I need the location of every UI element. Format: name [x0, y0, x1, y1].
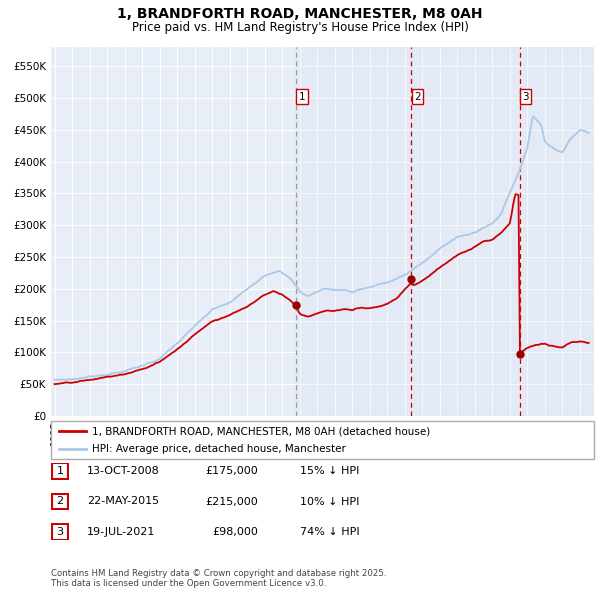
FancyBboxPatch shape: [52, 493, 68, 509]
FancyBboxPatch shape: [52, 524, 68, 539]
Text: 1, BRANDFORTH ROAD, MANCHESTER, M8 0AH (detached house): 1, BRANDFORTH ROAD, MANCHESTER, M8 0AH (…: [92, 427, 430, 437]
Text: £98,000: £98,000: [212, 527, 258, 536]
FancyBboxPatch shape: [52, 464, 68, 479]
Text: 3: 3: [56, 527, 64, 536]
Text: HPI: Average price, detached house, Manchester: HPI: Average price, detached house, Manc…: [92, 444, 346, 454]
Text: 22-MAY-2015: 22-MAY-2015: [87, 497, 159, 506]
Text: 2: 2: [56, 497, 64, 506]
Text: 74% ↓ HPI: 74% ↓ HPI: [300, 527, 359, 536]
FancyBboxPatch shape: [51, 421, 594, 459]
Text: 1, BRANDFORTH ROAD, MANCHESTER, M8 0AH: 1, BRANDFORTH ROAD, MANCHESTER, M8 0AH: [117, 7, 483, 21]
Text: £215,000: £215,000: [205, 497, 258, 506]
Text: 1: 1: [56, 467, 64, 476]
Text: 13-OCT-2008: 13-OCT-2008: [87, 467, 160, 476]
Text: 19-JUL-2021: 19-JUL-2021: [87, 527, 155, 536]
Text: 15% ↓ HPI: 15% ↓ HPI: [300, 467, 359, 476]
Text: 2: 2: [414, 91, 421, 101]
Text: £175,000: £175,000: [205, 467, 258, 476]
Text: 10% ↓ HPI: 10% ↓ HPI: [300, 497, 359, 506]
Text: 3: 3: [522, 91, 529, 101]
Bar: [296, 47, 594, 416]
Text: Price paid vs. HM Land Registry's House Price Index (HPI): Price paid vs. HM Land Registry's House …: [131, 21, 469, 34]
Text: 1: 1: [299, 91, 305, 101]
Text: Contains HM Land Registry data © Crown copyright and database right 2025.
This d: Contains HM Land Registry data © Crown c…: [51, 569, 386, 588]
